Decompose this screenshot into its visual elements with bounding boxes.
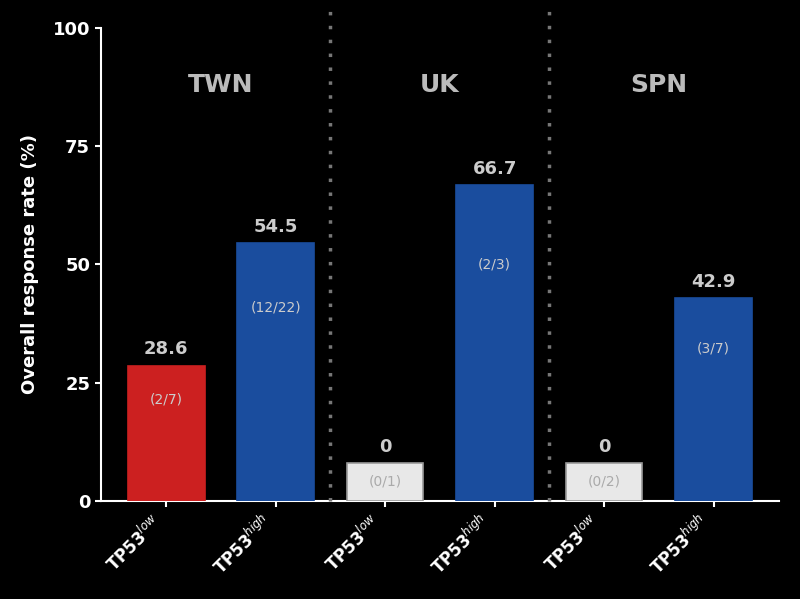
Text: (12/22): (12/22) (250, 301, 301, 314)
Text: (2/7): (2/7) (150, 392, 183, 406)
Text: 28.6: 28.6 (144, 340, 189, 358)
Text: (3/7): (3/7) (697, 341, 730, 356)
Text: 54.5: 54.5 (254, 218, 298, 236)
Text: 66.7: 66.7 (473, 161, 517, 179)
Text: (2/3): (2/3) (478, 257, 511, 271)
Text: 42.9: 42.9 (691, 273, 736, 291)
Text: SPN: SPN (630, 72, 687, 96)
Bar (128, 365, 205, 501)
Text: (0/2): (0/2) (587, 475, 621, 489)
Bar (347, 463, 423, 501)
Bar (566, 463, 642, 501)
Bar (456, 185, 533, 501)
Text: 0: 0 (598, 438, 610, 456)
Bar (675, 298, 752, 501)
Text: 0: 0 (379, 438, 391, 456)
Y-axis label: Overall response rate (%): Overall response rate (%) (21, 134, 39, 394)
Bar (238, 243, 314, 501)
Text: TWN: TWN (188, 72, 254, 96)
Text: UK: UK (420, 72, 460, 96)
Text: (0/1): (0/1) (369, 475, 402, 489)
